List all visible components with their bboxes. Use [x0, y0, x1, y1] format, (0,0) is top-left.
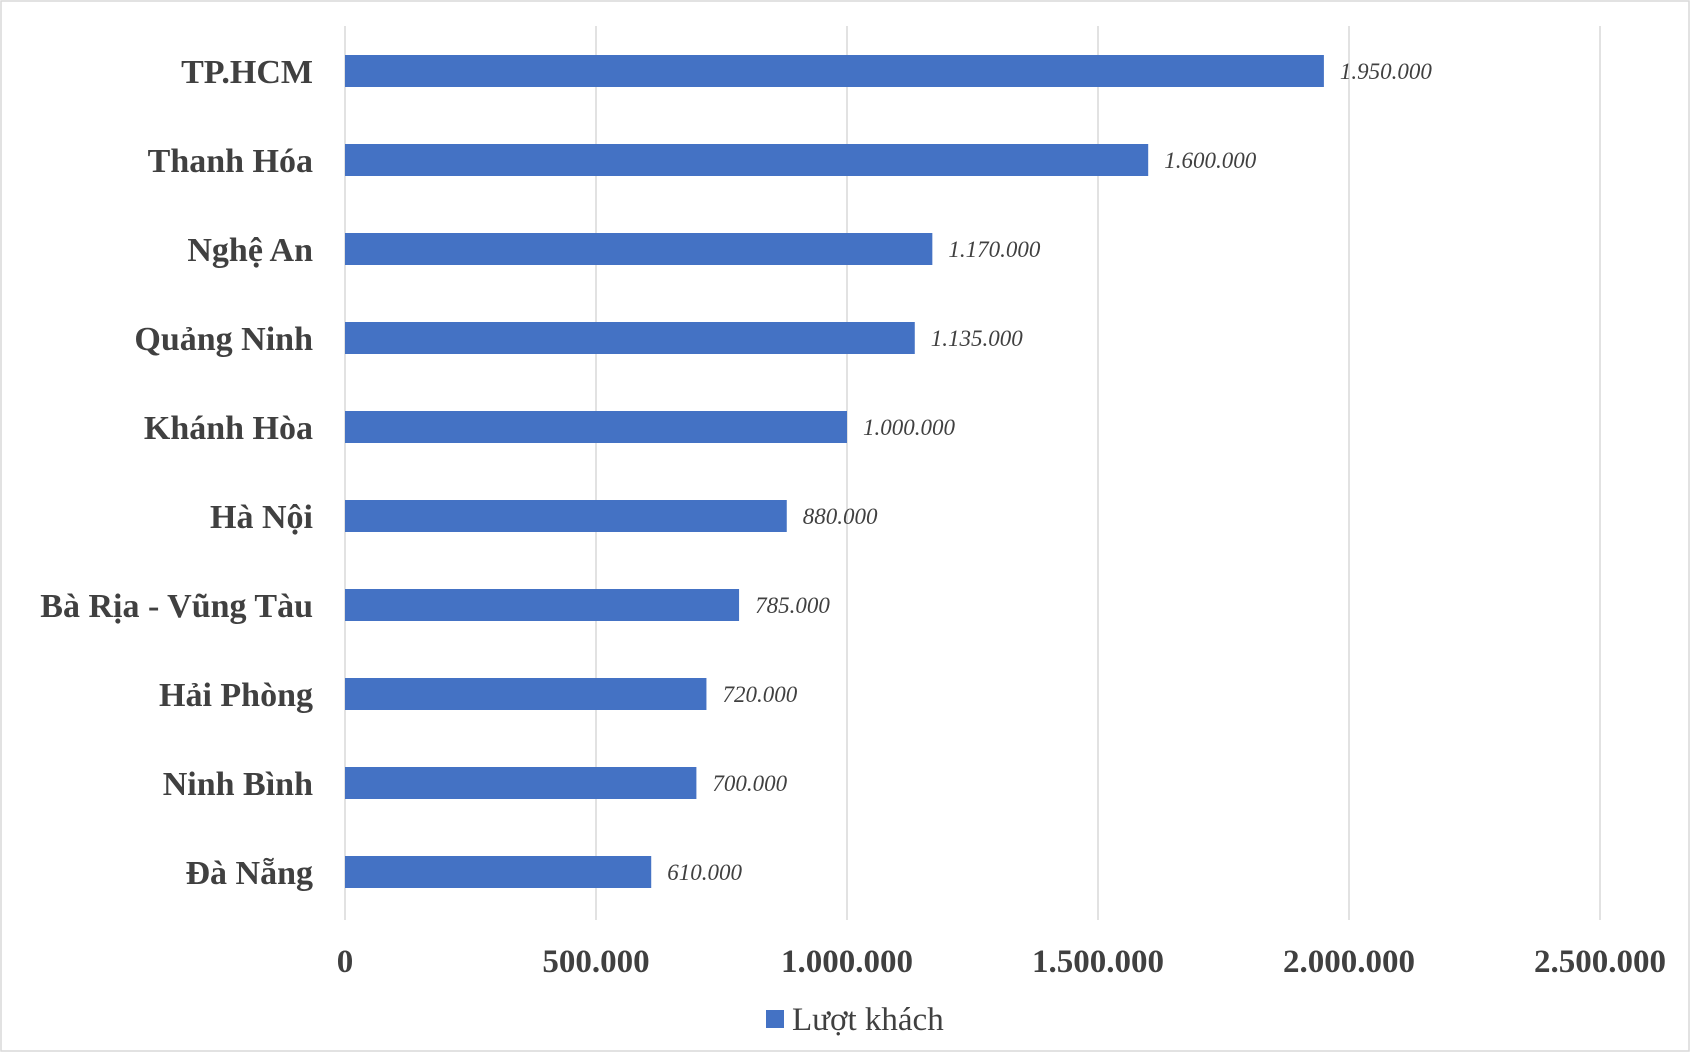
category-label: Bà Rịa - Vũng Tàu [40, 588, 313, 625]
bars [345, 55, 1324, 888]
legend-swatch [766, 1010, 784, 1028]
category-label: Đà Nẵng [185, 855, 313, 892]
data-labels: 1.950.000 1.600.000 1.170.000 1.135.000 1.00… [667, 59, 1432, 885]
x-tick-label: 1.000.000 [781, 944, 913, 980]
data-label: 1.000.000 [863, 415, 956, 440]
bar [345, 856, 652, 888]
x-tick-label: 500.000 [542, 944, 649, 980]
x-tick-label: 0 [337, 944, 354, 980]
category-label: Quảng Ninh [134, 321, 313, 358]
x-tick-label: 1.500.000 [1032, 944, 1164, 980]
data-label: 1.950.000 [1340, 59, 1433, 84]
bar [345, 55, 1324, 87]
bar [345, 233, 933, 265]
bar [345, 500, 787, 532]
data-label: 1.170.000 [948, 237, 1041, 262]
bar [345, 411, 847, 443]
x-tick-labels: 0 500.000 1.000.000 1.500.000 2.000.000 2.500… [337, 944, 1666, 980]
data-label: 1.600.000 [1164, 148, 1257, 173]
bar [345, 322, 915, 354]
bar [345, 589, 740, 621]
bar [345, 767, 697, 799]
bar [345, 144, 1149, 176]
category-label: Ninh Bình [163, 766, 313, 803]
data-label: 1.135.000 [931, 326, 1024, 351]
category-label: Thanh Hóa [148, 143, 313, 180]
category-labels: TP.HCM Thanh Hóa Nghệ An Quảng Ninh Khánh Hò… [40, 54, 313, 892]
bar [345, 678, 707, 710]
x-tick-label: 2.500.000 [1534, 944, 1666, 980]
category-label: Nghệ An [187, 232, 313, 269]
legend-label: Lượt khách [792, 1002, 944, 1038]
category-label: Khánh Hòa [144, 410, 313, 447]
data-label: 700.000 [712, 771, 787, 796]
category-label: TP.HCM [181, 54, 313, 91]
legend: Lượt khách [766, 1002, 944, 1038]
x-tick-label: 2.000.000 [1283, 944, 1415, 980]
category-label: Hải Phòng [159, 677, 313, 714]
data-label: 610.000 [667, 860, 742, 885]
data-label: 880.000 [803, 504, 878, 529]
data-label: 785.000 [755, 593, 830, 618]
category-label: Hà Nội [210, 499, 313, 536]
data-label: 720.000 [722, 682, 797, 707]
